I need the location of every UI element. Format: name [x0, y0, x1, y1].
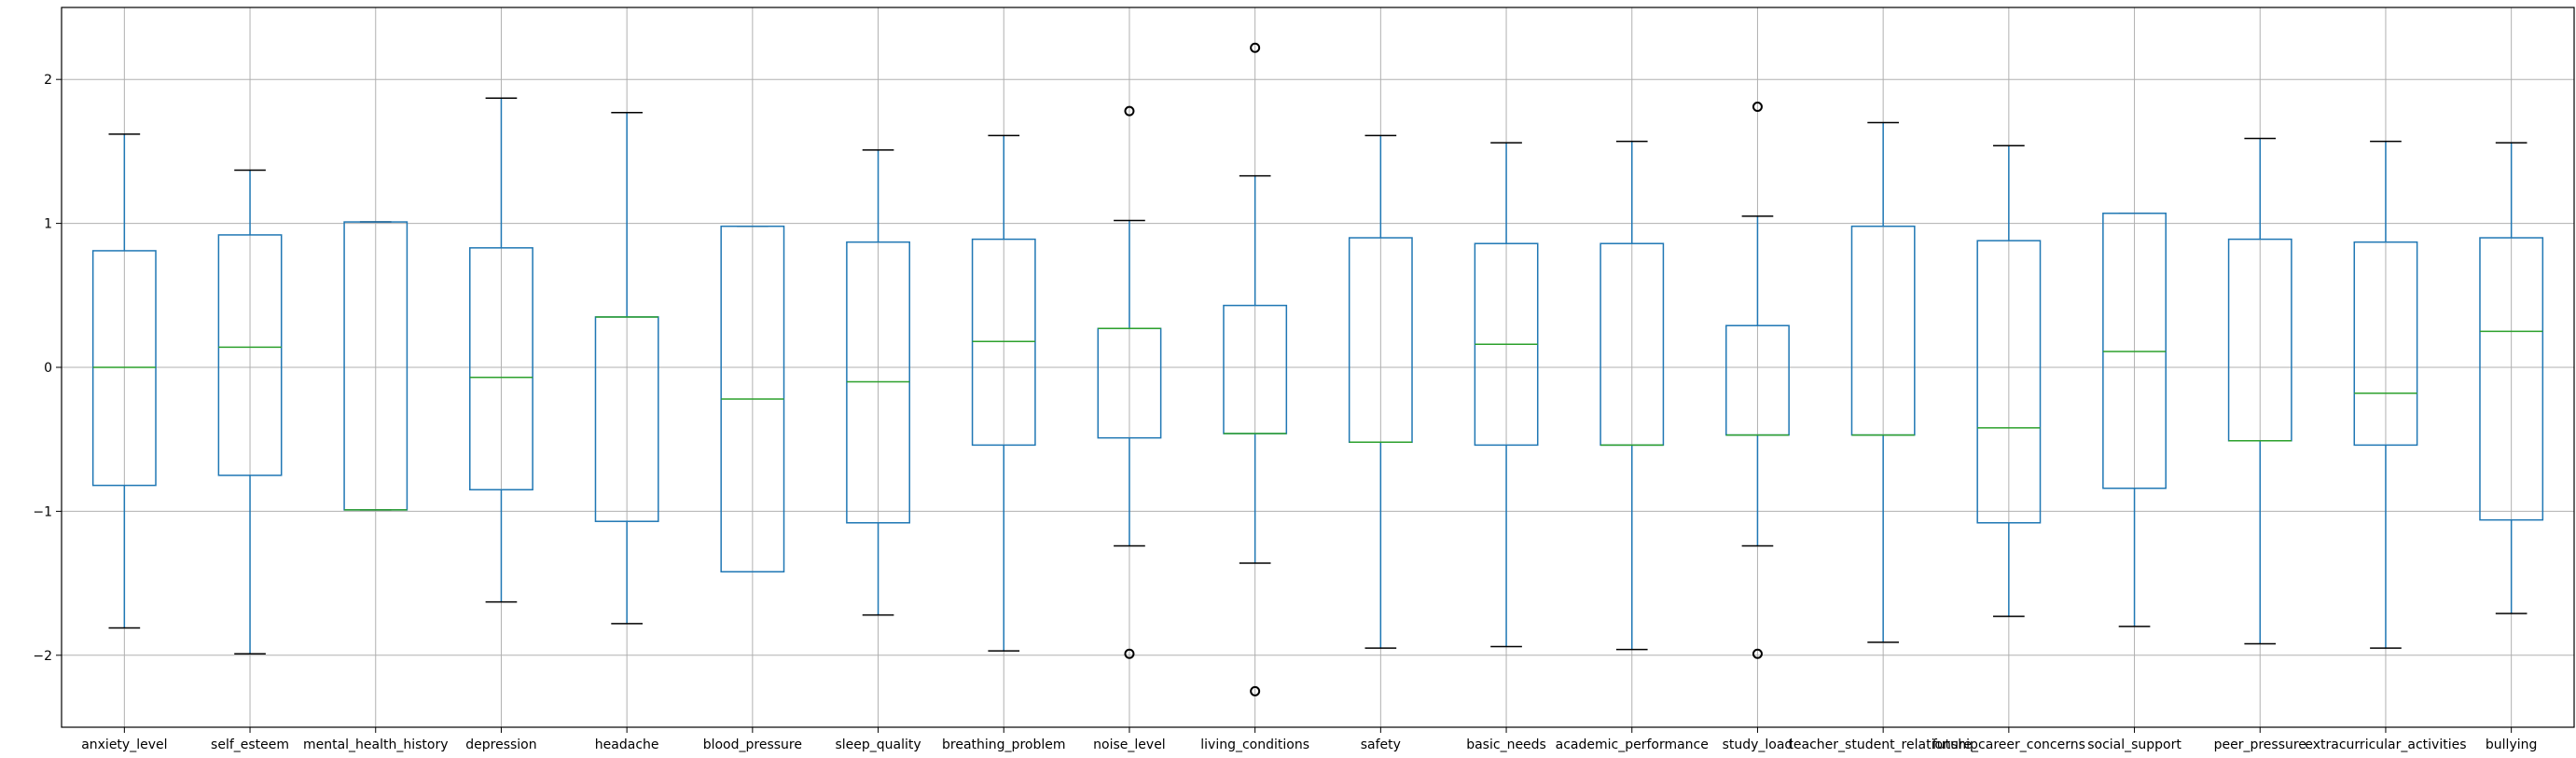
- iqr-box: [846, 241, 910, 524]
- box-basic_needs: [1474, 142, 1539, 648]
- x-tick-label: academic_performance: [1556, 737, 1709, 752]
- x-tick-label: self_esteem: [211, 737, 289, 752]
- y-tick-label: 2: [44, 73, 52, 88]
- iqr-box: [217, 234, 283, 476]
- x-tick-label: social_support: [2087, 737, 2181, 752]
- box-living_conditions: [1223, 42, 1288, 696]
- box-mental_health_history: [343, 221, 409, 511]
- x-tick-label: mental_health_history: [303, 737, 449, 752]
- outlier-point: [1250, 685, 1261, 696]
- y-tick-label: 0: [44, 361, 52, 376]
- plot-frame: [61, 7, 2575, 728]
- box-breathing_problem: [971, 134, 1036, 652]
- x-tick-label: breathing_problem: [942, 737, 1065, 752]
- y-axis: 2 1 0 −1 −2: [33, 73, 62, 664]
- x-axis: anxiety_level self_esteem mental_health_hi…: [81, 727, 2537, 752]
- box-depression: [469, 97, 533, 603]
- x-tick-label: study_load: [1723, 737, 1794, 752]
- box-teacher_student_relationship: [1850, 121, 1916, 643]
- x-tick-label: bullying: [2486, 737, 2537, 752]
- box-peer_pressure: [2227, 137, 2292, 645]
- box-academic_performance: [1600, 140, 1665, 651]
- box-noise_level: [1097, 105, 1162, 659]
- iqr-box: [469, 247, 533, 490]
- box-study_load: [1725, 102, 1790, 659]
- x-tick-label: headache: [595, 737, 659, 752]
- iqr-box: [2479, 237, 2544, 521]
- x-tick-label: future_career_concerns: [1932, 737, 2085, 752]
- box-extracurricular_activities: [2353, 140, 2418, 649]
- iqr-box: [91, 250, 157, 487]
- outlier-point: [1752, 648, 1763, 659]
- x-tick-label: peer_pressure: [2214, 737, 2306, 752]
- x-tick-label: basic_needs: [1466, 737, 1546, 752]
- x-tick-label: sleep_quality: [835, 737, 921, 752]
- y-tick-label: 1: [44, 217, 52, 232]
- x-tick-label: noise_level: [1093, 737, 1166, 752]
- box-bullying: [2479, 142, 2544, 614]
- iqr-box: [2102, 213, 2167, 489]
- x-tick-label: teacher_student_relationship: [1788, 737, 1978, 752]
- box-safety: [1348, 134, 1413, 649]
- iqr-box: [1976, 240, 2042, 524]
- x-tick-label: living_conditions: [1200, 737, 1309, 752]
- outlier-point: [1752, 102, 1763, 113]
- x-tick-label: depression: [465, 737, 536, 752]
- box-future_career_concerns: [1976, 145, 2042, 617]
- y-tick-label: −2: [33, 649, 52, 664]
- box-social_support: [2102, 213, 2167, 627]
- box-sleep_quality: [846, 149, 910, 616]
- box-layer: [91, 42, 2544, 696]
- x-tick-label: extracurricular_activities: [2305, 737, 2466, 752]
- outlier-point: [1124, 648, 1135, 659]
- box-headache: [594, 111, 659, 625]
- iqr-box: [2353, 241, 2418, 447]
- outlier-point: [1124, 105, 1135, 117]
- outlier-point: [1250, 42, 1261, 53]
- box-anxiety_level: [91, 133, 157, 629]
- x-tick-label: safety: [1361, 737, 1401, 752]
- box-blood_pressure: [720, 225, 785, 572]
- x-tick-label: blood_pressure: [703, 737, 802, 752]
- x-tick-label: anxiety_level: [81, 737, 167, 752]
- iqr-box: [971, 238, 1036, 447]
- y-tick-label: −1: [33, 504, 52, 519]
- box-self_esteem: [217, 169, 283, 655]
